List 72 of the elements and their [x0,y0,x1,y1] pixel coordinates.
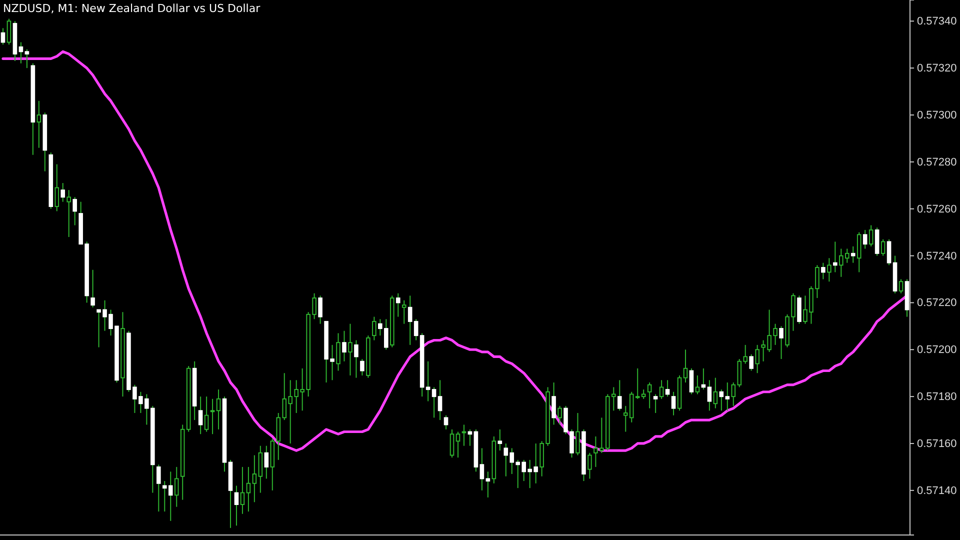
candlestick [665,380,670,398]
y-tick-label: 0.57320 [917,62,957,75]
candlestick [707,380,712,412]
y-tick-label: 0.57300 [917,110,957,122]
candlestick [653,394,658,414]
candlestick [689,368,694,395]
candlestick [24,48,30,69]
candlestick [402,300,406,324]
candlestick [827,258,832,282]
candlestick [414,318,418,341]
candlestick [198,396,203,435]
candlestick [588,452,592,480]
candlestick [444,414,448,430]
candlestick [880,238,886,256]
candlestick [719,389,724,412]
candlestick [695,374,700,395]
y-tick-label: 0.57200 [917,344,957,356]
candlestick [234,485,239,526]
candlestick [6,18,12,46]
candlestick [671,391,676,416]
candlestick [868,224,874,247]
candlestick [54,164,60,212]
y-tick-label: 0.57220 [917,297,957,310]
candlestick [258,445,263,494]
candlestick [576,412,580,456]
candlestick [246,466,251,512]
candlestick [468,428,472,446]
candlestick [90,269,95,308]
candlestick [755,344,760,374]
candlestick [36,100,42,148]
candlestick [0,28,6,46]
y-tick-label: 0.57240 [917,250,957,262]
candlestick [210,398,215,435]
candlestick [486,471,490,498]
candlestick [66,190,71,238]
y-tick-label: 0.57260 [917,203,957,216]
candlestick [432,386,436,418]
candlestick [336,332,340,372]
candlestick [886,238,892,266]
candlestick [156,464,161,512]
candlestick [438,380,442,421]
y-tick-label: 0.57280 [917,156,957,168]
candlestick [647,382,652,409]
candlestick [204,396,209,432]
candlestick [450,428,454,458]
candlestick [480,448,484,491]
candlestick [683,349,688,383]
candlestick [216,389,221,430]
candlestick [18,42,24,64]
candlestick [701,368,706,390]
chart-title: NZDUSD, M1: New Zealand Dollar vs US Dollar [3,2,261,15]
candlestick [641,389,646,400]
candlestick [498,428,502,452]
candlestick [659,380,664,400]
candlestick [713,377,718,409]
candlestick [174,466,179,508]
y-tick-label: 0.57340 [917,16,957,28]
candlestick [462,424,466,446]
candlestick [240,466,245,514]
y-tick-label: 0.57160 [917,438,957,450]
candlestick [252,454,257,503]
candlestick [264,445,269,480]
candlestick [372,316,376,341]
candlestick [898,278,904,294]
candlestick [426,360,430,402]
candlestick [456,431,460,458]
y-tick-label: 0.57180 [917,391,957,404]
candlestick [558,405,562,426]
y-tick-label: 0.57140 [917,484,957,497]
candlestick [856,232,862,273]
candlestick [874,227,880,256]
candlestick [348,323,352,376]
